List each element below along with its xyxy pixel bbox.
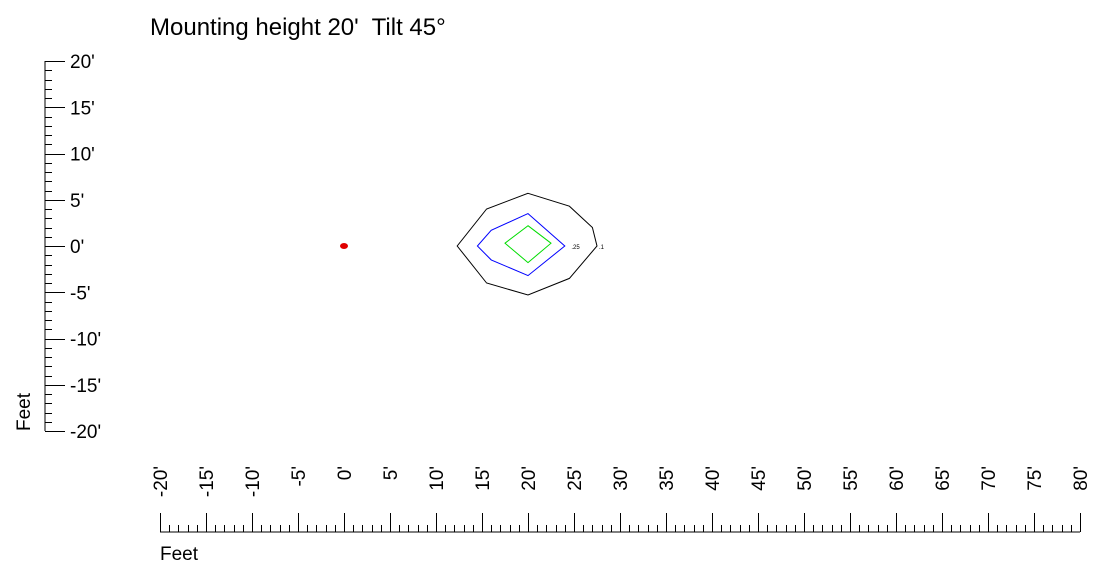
y-tick-label: -10' bbox=[70, 330, 101, 351]
x-axis-label: Feet bbox=[160, 544, 199, 565]
y-axis-label: Feet bbox=[14, 392, 35, 431]
contour-line-1 bbox=[456, 192, 598, 296]
x-tick-label: 45' bbox=[749, 466, 770, 491]
y-axis: 20' 15' 10' 5' 0' -5' -10' -15' -20' bbox=[44, 52, 101, 443]
x-tick-label: 25' bbox=[565, 466, 586, 491]
chart-title: Mounting height 20' Tilt 45° bbox=[150, 14, 446, 41]
x-tick-label: 70' bbox=[979, 466, 1000, 491]
y-tick-label: 15' bbox=[70, 98, 95, 119]
x-tick-label: -5' bbox=[289, 466, 310, 487]
y-tick-label: 0' bbox=[70, 237, 84, 258]
x-tick-label: 20' bbox=[519, 466, 540, 491]
y-tick-label: -20' bbox=[70, 422, 101, 443]
x-tick-label: 60' bbox=[887, 466, 908, 491]
x-tick-label: 15' bbox=[473, 466, 494, 491]
y-tick-label: 10' bbox=[70, 145, 95, 166]
y-tick-label: -15' bbox=[70, 376, 101, 397]
x-tick-label: -10' bbox=[243, 466, 264, 497]
x-tick-label: -20' bbox=[151, 466, 172, 497]
contour-lines: .1 .25 bbox=[340, 192, 605, 296]
x-tick-label: 0' bbox=[335, 466, 356, 480]
x-tick-label: 50' bbox=[795, 466, 816, 491]
x-tick-label: 30' bbox=[611, 466, 632, 491]
y-tick-label: -5' bbox=[70, 283, 91, 304]
contour-line-3 bbox=[504, 225, 552, 264]
x-tick-label: 55' bbox=[841, 466, 862, 491]
x-tick-label: 35' bbox=[657, 466, 678, 491]
x-tick-label: 40' bbox=[703, 466, 724, 491]
x-tick-label: 65' bbox=[933, 466, 954, 491]
x-axis: -20' -15' -10' -5' 0' 5' 10' 15' 20' 25' 30' 35' 40'… bbox=[151, 466, 1092, 533]
contour-label: .1 bbox=[599, 245, 605, 251]
luminaire-marker bbox=[340, 243, 348, 249]
x-tick-label: 10' bbox=[427, 466, 448, 491]
x-tick-label: 80' bbox=[1071, 466, 1092, 491]
y-tick-label: 20' bbox=[70, 52, 95, 73]
contour-label: .25 bbox=[571, 245, 580, 251]
x-tick-label: 75' bbox=[1025, 466, 1046, 491]
y-tick-label: 5' bbox=[70, 191, 84, 212]
x-tick-label: 5' bbox=[381, 466, 402, 480]
x-tick-label: -15' bbox=[197, 466, 218, 497]
contour-line-2 bbox=[476, 213, 566, 277]
